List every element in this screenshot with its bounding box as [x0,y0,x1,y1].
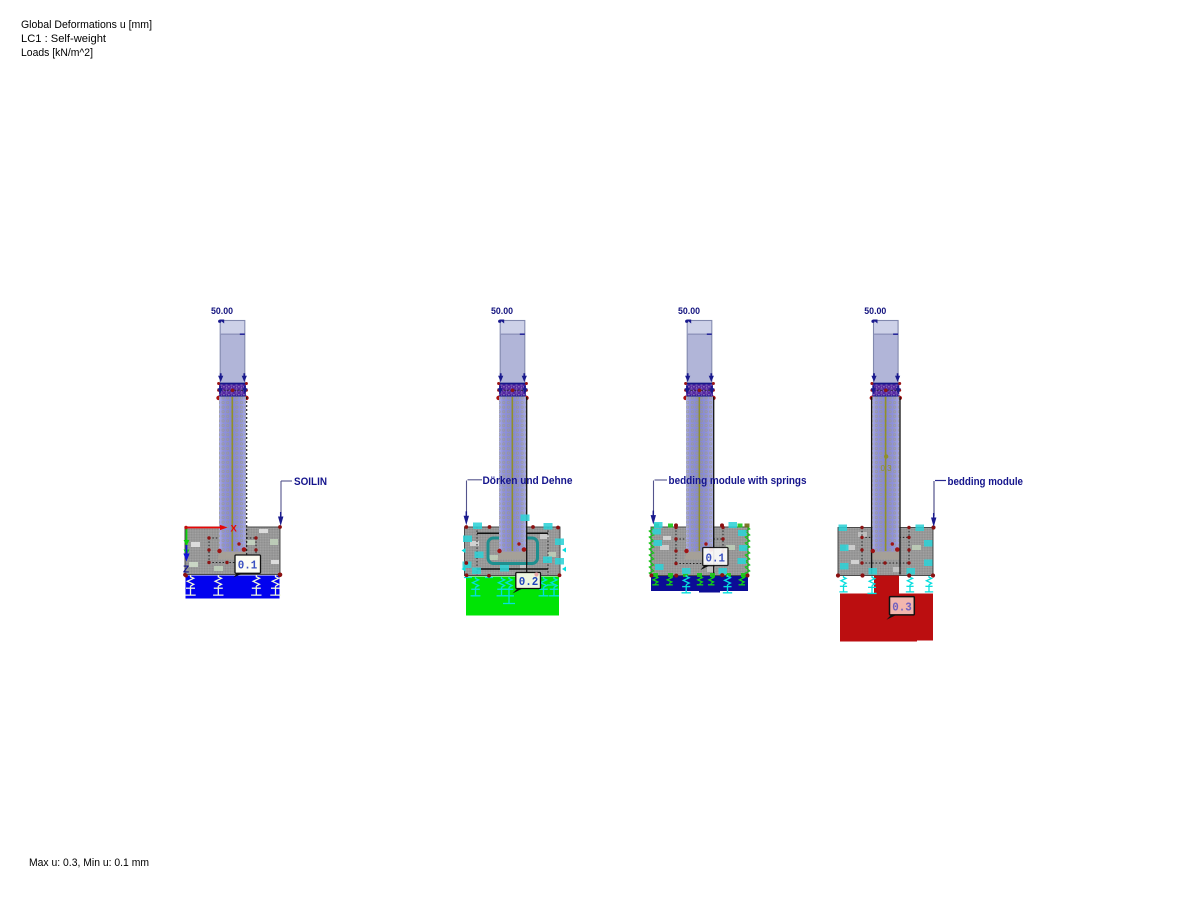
svg-text:50.00: 50.00 [678,306,700,317]
svg-text:50.00: 50.00 [211,306,233,317]
svg-text:0.2: 0.2 [519,576,539,589]
svg-text:0.1: 0.1 [238,560,258,573]
svg-text:0.3: 0.3 [880,464,892,473]
svg-text:bedding module with springs: bedding module with springs [669,475,807,487]
svg-text:bedding module: bedding module [948,476,1024,488]
svg-text:50.00: 50.00 [491,306,513,317]
svg-text:Global Deformations u [mm]: Global Deformations u [mm] [21,19,152,31]
svg-text:X: X [231,524,238,535]
svg-text:Z: Z [183,565,189,576]
svg-text:50.00: 50.00 [864,306,886,317]
svg-text:Dörken und Dehne: Dörken und Dehne [483,475,573,487]
svg-text:LC1 : Self-weight: LC1 : Self-weight [21,33,106,45]
svg-text:SOILIN: SOILIN [294,476,327,488]
svg-text:Max u: 0.3, Min u: 0.1 mm: Max u: 0.3, Min u: 0.1 mm [29,857,149,869]
svg-text:0.3: 0.3 [892,602,912,615]
svg-text:0.1: 0.1 [706,553,726,566]
svg-text:Loads [kN/m^2]: Loads [kN/m^2] [21,47,93,59]
